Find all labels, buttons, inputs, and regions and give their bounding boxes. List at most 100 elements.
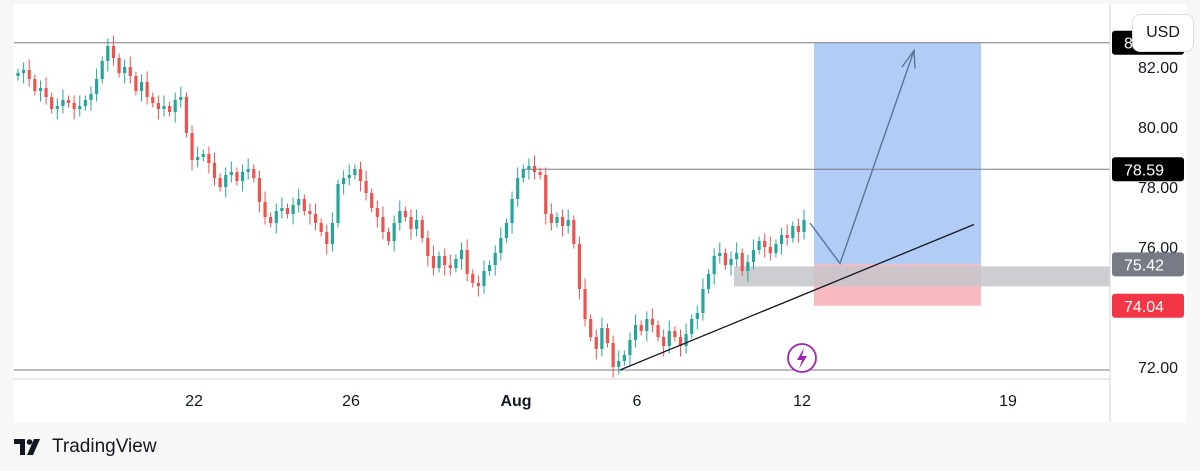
currency-button[interactable]: USD [1132,14,1194,52]
chart-panel[interactable]: 72.0074.0076.0078.0080.0082.0082.8178.59… [14,4,1194,422]
candle-body [313,214,318,223]
candle-body [594,337,598,349]
candle-body [779,235,784,244]
candle-body [796,226,800,232]
candle-body [246,169,250,172]
candle-body [347,175,351,178]
candle-body [409,217,413,229]
candle-body [325,232,329,244]
candle-body [89,94,93,100]
x-tick-label: 22 [185,393,203,410]
candle-body [611,343,615,367]
trendline [619,223,975,371]
candle-body [319,223,323,232]
candle-body [448,265,452,268]
candle-body [577,244,582,289]
candle-body [78,106,82,109]
candle-body [364,181,368,193]
candle-body [117,58,121,73]
candle-body [667,331,671,346]
candle-body [465,250,469,274]
candle-body [16,73,20,76]
candle-body [572,220,576,244]
candle-body [768,247,772,253]
candle-body [240,172,245,181]
candle-body [95,79,99,94]
candle-body [285,208,290,214]
candle-body [560,217,565,226]
candle-body [151,97,155,103]
candle-body [639,325,643,331]
candle-body [207,154,211,163]
candle-body [106,46,110,61]
candle-body [128,67,132,76]
candle-body [555,217,559,223]
candle-body [403,211,407,217]
candle-body [785,235,789,238]
candle-body [454,259,458,268]
candle-body [774,244,778,253]
candle-body [179,97,183,100]
candle-body [83,100,87,106]
candle-body [336,184,340,223]
candle-body [420,220,424,238]
candle-body [723,253,727,265]
candle-body [459,250,464,259]
candle-body [173,100,177,112]
price-label: 74.04 [1124,299,1164,316]
price-chart[interactable]: 72.0074.0076.0078.0080.0082.0082.8178.59… [14,4,1186,422]
candle-body [476,283,480,286]
candle-body [735,253,739,259]
candle-body [167,106,172,112]
candle-body [330,223,334,244]
price-label-box [1112,157,1184,182]
candle-body [662,337,666,346]
candle-body [712,256,716,274]
candle-body [302,199,306,211]
candle-body [139,82,144,91]
candle-body [370,193,374,208]
y-tick-label: 78.00 [1138,180,1178,197]
candle-body [532,166,537,172]
candle-body [499,238,503,253]
candle-body [224,175,228,187]
candle-body [493,253,497,265]
candle-body [291,205,295,214]
candle-body [802,220,806,232]
candle-body [22,70,26,73]
x-tick-label: 12 [793,393,811,410]
candle-body [218,178,222,187]
candle-body [695,313,699,319]
price-label: 75.42 [1124,257,1164,274]
candle-body [566,220,570,226]
candle-body [504,223,509,238]
candle-body [583,289,587,319]
arrow-head [901,48,916,69]
candle-body [184,97,189,133]
candle-body [605,328,610,343]
brand-name: TradingView [52,436,157,457]
candle-body [61,100,65,106]
candle-body [622,355,626,361]
candle-body [123,67,127,73]
candle-body [353,169,357,175]
x-tick-label: 6 [633,393,642,410]
candle-body [488,265,492,271]
candle-body [751,250,756,262]
candle-body [544,175,548,214]
candle-body [280,208,284,211]
candle-body [650,319,655,325]
candle-body [589,319,593,337]
candle-body [134,76,138,91]
candle-body [196,157,200,160]
candle-body [510,199,514,223]
candle-body [437,256,441,268]
brand-footer: TradingView [14,434,157,460]
x-tick-label: 26 [342,393,360,410]
entry-band [734,266,1110,287]
candle-body [33,79,37,91]
candle-body [72,103,76,109]
candle-body [269,217,273,223]
candle-body [162,106,166,109]
price-label-box [1112,252,1184,277]
